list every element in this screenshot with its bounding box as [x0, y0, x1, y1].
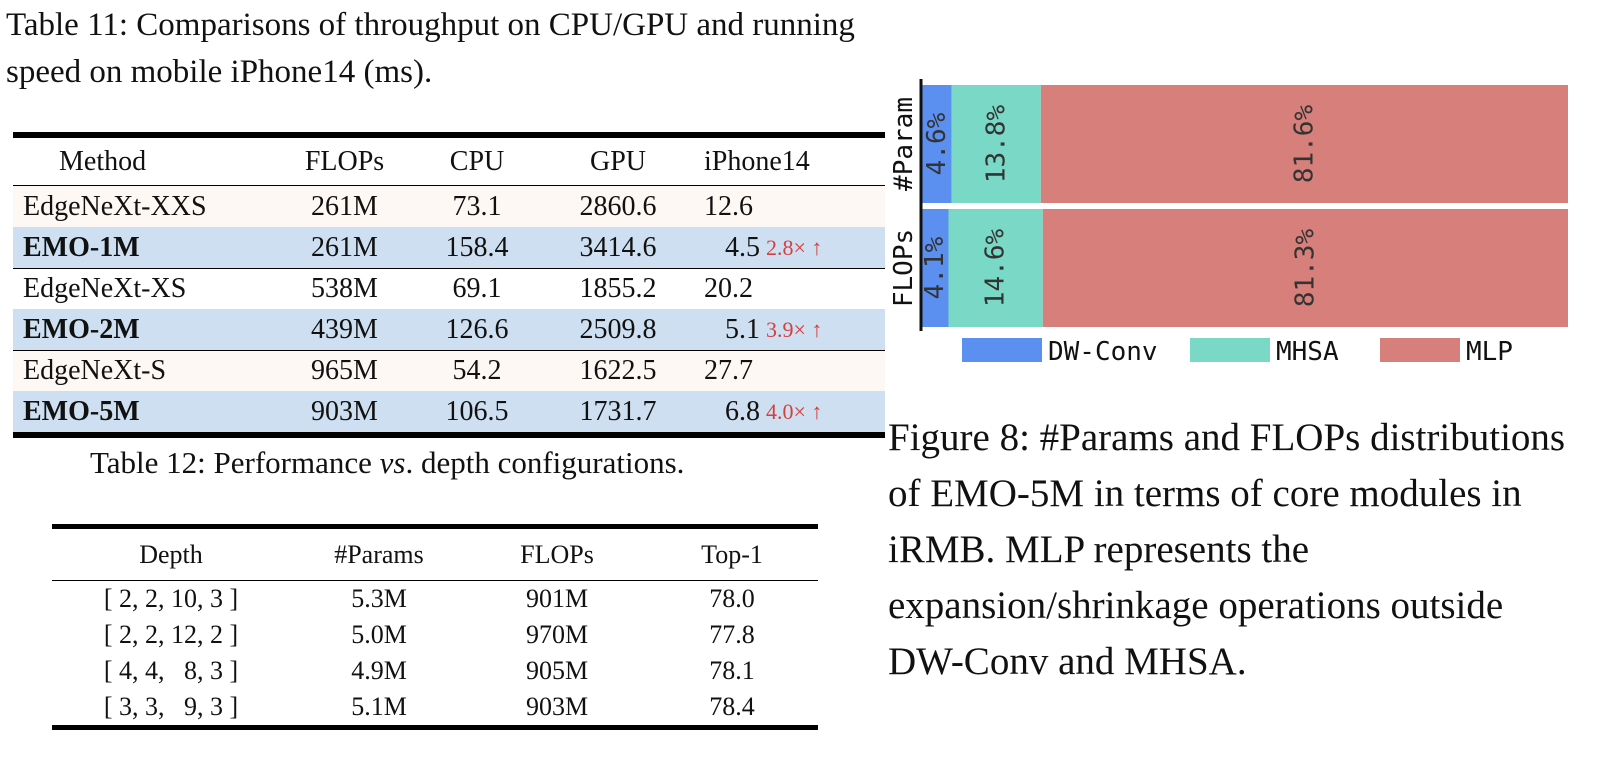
top1-cell: 77.8: [709, 620, 755, 649]
cpu-cell: 69.1: [452, 273, 502, 304]
data-label: 4.1%: [920, 236, 950, 299]
gpu-cell: 1855.2: [579, 273, 657, 304]
method-cell: EdgeNeXt-XS: [23, 273, 187, 304]
depth-cell: [ 2, 2, 10, 3 ]: [103, 584, 239, 613]
depth-cell: [ 4, 4, 8, 3 ]: [103, 656, 239, 685]
table-row: EdgeNeXt-XS 538M 69.1 1855.2 20.2: [13, 268, 885, 309]
gpu-cell: 1622.5: [579, 355, 657, 386]
flops-cell: 901M: [525, 584, 589, 613]
category-label: #Param: [889, 97, 919, 191]
iphone-cell: 27.7: [704, 355, 753, 386]
iphone-cell: 20.2: [704, 273, 753, 304]
table12-caption: Table 12: Performance vs. depth configur…: [90, 445, 685, 480]
bar-segment-dw-conv: [922, 209, 949, 327]
legend-label: MLP: [1466, 337, 1513, 367]
table-row: [ 2, 2, 12, 2 ] 5.0M 970M 77.8: [52, 617, 818, 653]
gpu-cell: 1731.7: [579, 395, 657, 427]
data-label: 4.6%: [922, 112, 952, 175]
table11-header-flops: FLOPs: [304, 145, 385, 177]
bar-segment-mlp: [1040, 85, 1568, 203]
table-row: EdgeNeXt-XXS 261M 73.1 2860.6 12.6: [13, 186, 885, 227]
cpu-cell: 126.6: [445, 313, 509, 345]
table11-header-method: Method: [59, 145, 147, 177]
gpu-cell: 2860.6: [579, 190, 657, 222]
table-row: EMO-5M 903M 106.5 1731.7 6.8 4.0× ↑: [13, 391, 885, 432]
table-row: EdgeNeXt-S 965M 54.2 1622.5 27.7: [13, 350, 885, 391]
cpu-cell: 73.1: [452, 190, 502, 222]
figure8-stacked-bar-chart: 4.6% 13.8% 81.6% #Param 4.1% 14.6% 81.3% FLOPs D…: [889, 79, 1568, 367]
table12-header-depth: Depth: [139, 539, 203, 569]
params-cell: 5.0M: [351, 620, 407, 649]
method-cell: EdgeNeXt-S: [23, 355, 167, 386]
table11-header-row: Method FLOPs CPU GPU iPhone14: [13, 138, 885, 186]
top1-cell: 78.4: [709, 692, 755, 721]
params-cell: 4.9M: [351, 656, 407, 685]
table12-header-top1: Top-1: [701, 539, 763, 569]
iphone-cell: 4.5 2.8× ↑: [725, 231, 823, 263]
method-cell: EMO-1M: [23, 231, 140, 263]
flops-cell: 903M: [311, 395, 378, 427]
bar-segment-dw-conv: [922, 85, 952, 203]
depth-cell: [ 2, 2, 12, 2 ]: [103, 620, 239, 649]
params-cell: 5.1M: [351, 692, 407, 721]
table11-header-iphone: iPhone14: [704, 145, 810, 177]
table12-header-params: #Params: [334, 539, 424, 569]
params-cell: 5.3M: [351, 584, 407, 613]
legend-label: MHSA: [1276, 337, 1339, 367]
cpu-cell: 106.5: [445, 395, 509, 427]
table12-header-flops: FLOPs: [520, 539, 594, 569]
iphone-cell: 12.6: [704, 190, 753, 222]
flops-cell: 538M: [311, 273, 378, 304]
cpu-cell: 54.2: [452, 355, 502, 386]
iphone-cell: 5.1 3.9× ↑: [725, 313, 823, 345]
data-label: 13.8%: [981, 105, 1011, 184]
bar-segment-mlp: [1042, 209, 1568, 327]
flops-cell: 905M: [525, 656, 589, 685]
table12-header-row: Depth #Params FLOPs Top-1: [52, 529, 818, 581]
speedup-label: 3.9× ↑: [766, 316, 823, 342]
gpu-cell: 3414.6: [579, 231, 657, 263]
table-row: [ 2, 2, 10, 3 ] 5.3M 901M 78.0: [52, 581, 818, 617]
legend-swatch: [1190, 338, 1270, 362]
legend-swatch: [1380, 338, 1460, 362]
flops-cell: 965M: [311, 355, 378, 386]
table-row: EMO-2M 439M 126.6 2509.8 5.1 3.9× ↑: [13, 309, 885, 350]
table-row: [ 4, 4, 8, 3 ] 4.9M 905M 78.1: [52, 653, 818, 689]
data-label: 14.6%: [981, 229, 1011, 308]
speedup-label: 2.8× ↑: [766, 234, 823, 260]
table11: Method FLOPs CPU GPU iPhone14 EdgeNeXt-X…: [13, 132, 885, 438]
table-row: [ 3, 3, 9, 3 ] 5.1M 903M 78.4: [52, 689, 818, 725]
depth-cell: [ 3, 3, 9, 3 ]: [103, 692, 239, 721]
bar-segment-mhsa: [948, 209, 1043, 327]
legend-swatch: [962, 338, 1042, 362]
flops-cell: 970M: [525, 620, 589, 649]
method-cell: EMO-2M: [23, 313, 140, 345]
top1-cell: 78.1: [709, 656, 755, 685]
figure8-caption: Figure 8: #Params and FLOPs distribution…: [888, 416, 1566, 683]
table12: Depth #Params FLOPs Top-1 [ 2, 2, 10, 3 …: [52, 524, 818, 730]
flops-cell: 261M: [311, 231, 378, 263]
legend-label: DW-Conv: [1048, 337, 1158, 367]
flops-cell: 439M: [311, 313, 378, 345]
data-label: 81.6%: [1289, 105, 1319, 184]
table-row: EMO-1M 261M 158.4 3414.6 4.5 2.8× ↑: [13, 227, 885, 268]
table11-header-cpu: CPU: [449, 145, 505, 177]
table11-header-gpu: GPU: [589, 145, 646, 177]
flops-cell: 261M: [311, 190, 378, 222]
iphone-cell: 6.8 4.0× ↑: [725, 395, 823, 427]
table11-caption: Table 11: Comparisons of throughput on C…: [6, 7, 855, 90]
cpu-cell: 158.4: [445, 231, 509, 263]
top1-cell: 78.0: [709, 584, 755, 613]
bar-segment-mhsa: [951, 85, 1041, 203]
method-cell: EdgeNeXt-XXS: [23, 190, 207, 222]
flops-cell: 903M: [525, 692, 589, 721]
gpu-cell: 2509.8: [579, 313, 657, 345]
category-label: FLOPs: [889, 229, 919, 307]
speedup-label: 4.0× ↑: [766, 398, 823, 424]
data-label: 81.3%: [1290, 229, 1320, 308]
method-cell: EMO-5M: [23, 395, 140, 427]
